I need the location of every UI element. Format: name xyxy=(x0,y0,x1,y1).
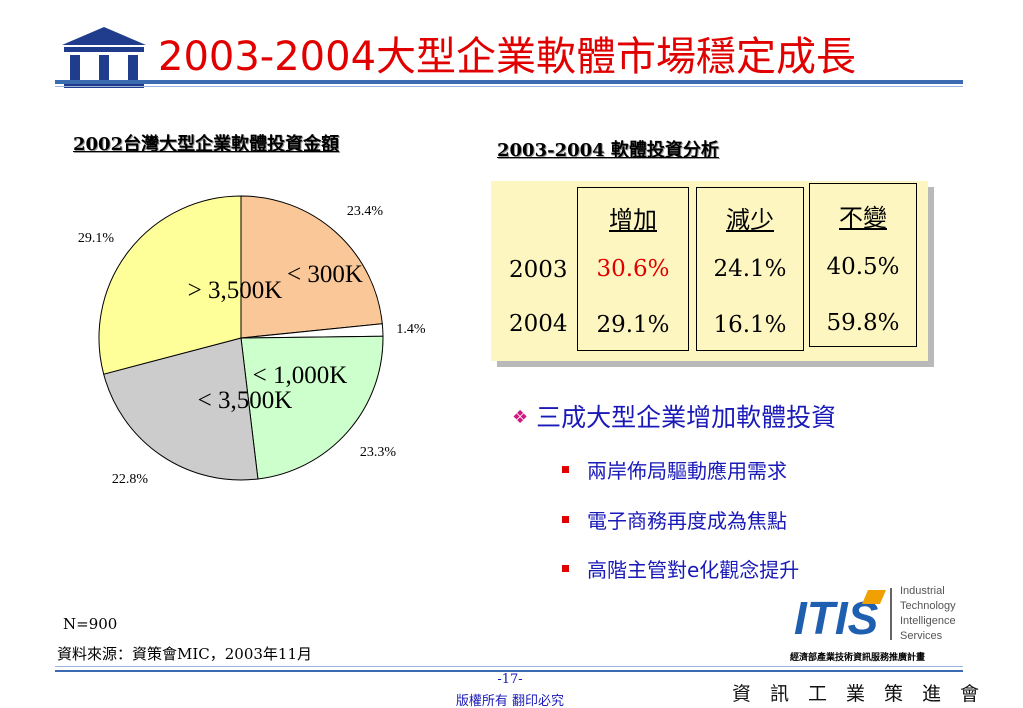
itis-logo: ITIS Industrial Technology Intelligence … xyxy=(790,584,970,664)
cell-increase-2004: 29.1% xyxy=(596,312,670,338)
cell-increase-2003: 30.6% xyxy=(596,256,670,282)
pie-percent-label: 29.1% xyxy=(78,231,115,246)
cell-unchanged-2004: 59.8% xyxy=(826,310,900,336)
itis-mark-icon: ITIS xyxy=(794,590,886,642)
sample-size-note: N=900 xyxy=(63,615,118,633)
diamond-bullet-icon: ❖ xyxy=(512,407,529,428)
bullet-main-text: 三成大型企業增加軟體投資 xyxy=(536,403,837,432)
pie-percent-label: 22.8% xyxy=(112,472,149,487)
itis-caption: 經濟部產業技術資訊服務推廣計畫 xyxy=(790,653,926,663)
square-bullet-icon xyxy=(562,516,569,523)
source-note: 資料來源：資策會MIC，2003年11月 xyxy=(57,645,313,663)
page-title: 2003-2004大型企業軟體市場穩定成長 xyxy=(158,34,857,80)
itis-line: Intelligence xyxy=(900,615,956,627)
itis-lines: Industrial Technology Intelligence Servi… xyxy=(900,584,956,644)
pie-slice-label: > 3,500K xyxy=(188,277,283,304)
bullet-item: 高階主管對e化觀念提升 xyxy=(562,554,799,583)
column-header-decrease: 減少 xyxy=(726,206,774,234)
pie-percent-label: 23.4% xyxy=(347,204,384,219)
bullet-item-text: 電子商務再度成為焦點 xyxy=(587,509,787,533)
copyright: 版權所有 翻印必究 xyxy=(455,694,565,708)
itis-line: Services xyxy=(900,630,943,642)
bullet-item-text: 兩岸佈局驅動應用需求 xyxy=(587,459,787,483)
itis-divider xyxy=(890,588,892,640)
pie-slice-label: < 300K xyxy=(287,261,363,288)
pie-percent-label: 1.4% xyxy=(396,322,426,337)
title-rule xyxy=(55,80,963,84)
pie-slice-label: < 1,000K xyxy=(253,362,348,389)
cell-unchanged-2003: 40.5% xyxy=(826,254,900,280)
footer-rule-thin xyxy=(55,666,963,667)
title-rule-thin xyxy=(55,86,963,87)
column-decrease: 減少 24.1% 16.1% xyxy=(696,187,804,351)
footer-rule xyxy=(55,670,963,672)
row-year-2003: 2003 xyxy=(509,257,568,283)
row-year-2004: 2004 xyxy=(509,311,568,337)
column-header-unchanged: 不變 xyxy=(839,204,887,232)
pie-slice-label: < 3,500K xyxy=(198,387,293,414)
column-increase: 增加 30.6% 29.1% xyxy=(577,187,689,351)
pie-percent-label: 23.3% xyxy=(360,445,397,460)
organization-name: 資訊工業策進會 xyxy=(732,683,999,705)
cell-decrease-2003: 24.1% xyxy=(713,256,787,282)
pie-slice xyxy=(103,337,259,481)
itis-line: Technology xyxy=(900,600,956,612)
square-bullet-icon xyxy=(562,565,569,572)
square-bullet-icon xyxy=(562,466,569,473)
pie-subtitle: 2002台灣大型企業軟體投資金額 xyxy=(73,134,340,155)
bullet-item-text: 高階主管對e化觀念提升 xyxy=(587,558,800,582)
pie-slice xyxy=(240,195,383,339)
cell-decrease-2004: 16.1% xyxy=(713,312,787,338)
bullet-main: ❖ 三成大型企業增加軟體投資 xyxy=(512,398,836,434)
bullet-item: 兩岸佈局驅動應用需求 xyxy=(562,455,787,484)
table-subtitle: 2003-2004 軟體投資分析 xyxy=(497,140,719,161)
pie-chart: < 300K 23.4% 1.4% < 1,000K 23.3% < 3,500K 22.8… xyxy=(78,195,426,487)
analysis-table: 2003 2004 增加 30.6% 29.1% 減少 24.1% 16.1% … xyxy=(491,181,928,361)
column-unchanged: 不變 40.5% 59.8% xyxy=(809,183,917,347)
column-header-increase: 增加 xyxy=(609,206,657,234)
pie-slice xyxy=(240,335,384,480)
bullet-item: 電子商務再度成為焦點 xyxy=(562,505,787,534)
itis-line: Industrial xyxy=(900,585,945,597)
iii-logo xyxy=(62,27,146,88)
page-number: -17- xyxy=(497,672,523,687)
pie-slice xyxy=(98,195,242,375)
